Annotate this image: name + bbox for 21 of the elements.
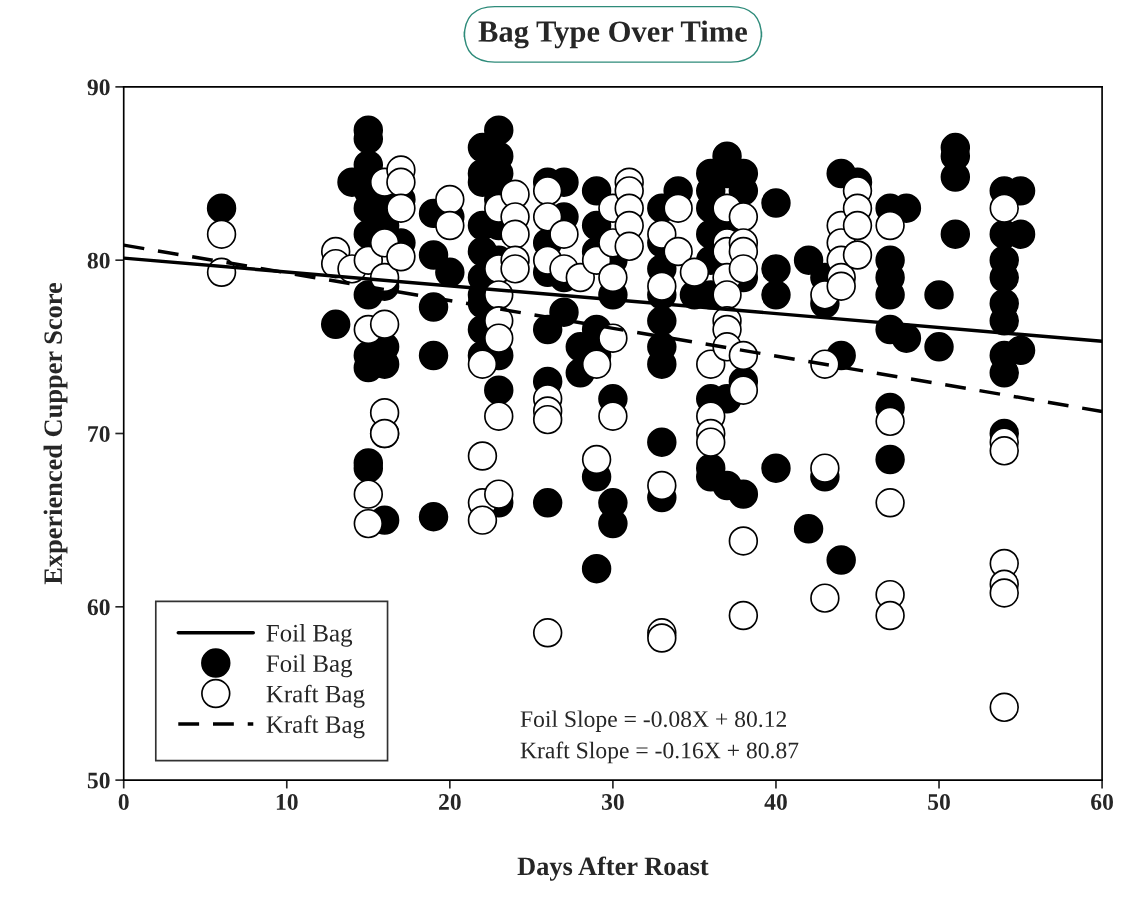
x-axis-title: Days After Roast [517, 856, 709, 881]
legend-label: Kraft Bag [266, 715, 365, 739]
x-tick-label: 10 [276, 793, 298, 810]
y-tick-label: 70 [88, 425, 110, 442]
x-tick-label: 40 [764, 793, 787, 810]
y-tick-label: 60 [87, 599, 110, 616]
legend-label: Foil Bag [266, 654, 353, 678]
x-tick-label: 30 [601, 793, 624, 810]
x-tick-label: 20 [439, 793, 461, 810]
chart-title: Bag Type Over Time [478, 20, 747, 49]
y-tick-label: 80 [87, 252, 110, 269]
x-tick-label: 60 [1091, 793, 1113, 810]
legend-label: Kraft Bag [266, 684, 365, 708]
annotation: Kraft Slope = -0.16X + 80.87 [520, 741, 799, 764]
legend-label: Foil Bag [266, 624, 353, 647]
x-tick-label: 50 [928, 793, 950, 810]
y-tick-label: 90 [87, 79, 110, 96]
y-tick-label: 50 [87, 772, 110, 789]
x-tick-label: 0 [118, 793, 129, 810]
annotation: Foil Slope = -0.08X + 80.12 [520, 710, 786, 732]
y-axis-title: Experienced Cupper Score [43, 282, 68, 585]
